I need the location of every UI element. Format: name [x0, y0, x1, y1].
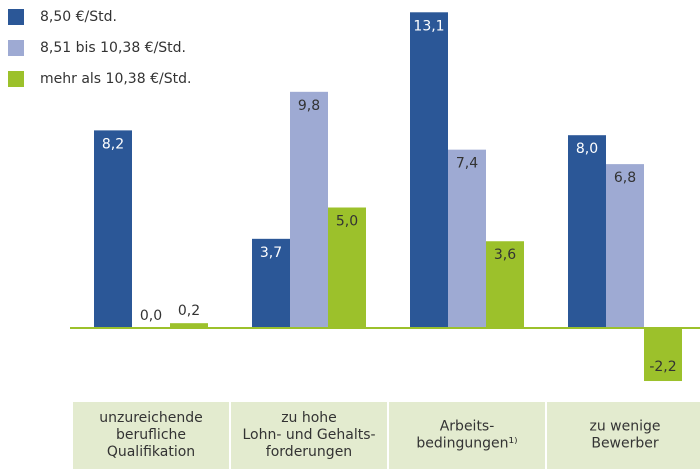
- legend-label: 8,50 €/Std.: [40, 9, 117, 25]
- legend-swatch: [8, 71, 24, 87]
- category-box: [547, 402, 700, 469]
- bar: [94, 130, 132, 328]
- bar: [644, 328, 682, 382]
- category-box: [73, 402, 229, 469]
- bar: [606, 164, 644, 328]
- bar: [486, 241, 524, 328]
- category-box: [389, 402, 545, 469]
- legend-label: mehr als 10,38 €/Std.: [40, 71, 191, 87]
- bar: [290, 91, 328, 328]
- legend-label: 8,51 bis 10,38 €/Std.: [40, 40, 186, 56]
- value-label: 3,7: [260, 245, 282, 261]
- bar: [170, 323, 208, 328]
- bar: [568, 135, 606, 328]
- value-label: -2,2: [649, 359, 676, 375]
- bar: [252, 238, 290, 328]
- value-label: 0,2: [178, 303, 200, 319]
- value-label: 6,8: [614, 170, 636, 186]
- value-label: 8,0: [576, 141, 598, 157]
- value-label: 8,2: [102, 136, 124, 152]
- bar: [328, 207, 366, 328]
- value-label: 9,8: [298, 98, 320, 114]
- value-label: 7,4: [456, 156, 478, 172]
- x-tick-label: unzureichende berufliche Qualifikation: [99, 410, 202, 460]
- category-box: [231, 402, 387, 469]
- legend-swatch: [8, 9, 24, 25]
- value-label: 0,0: [140, 308, 162, 324]
- bar: [410, 12, 448, 328]
- value-label: 13,1: [413, 18, 444, 34]
- value-label: 3,6: [494, 247, 516, 263]
- value-label: 5,0: [336, 214, 358, 230]
- x-tick-label: zu hohe Lohn- und Gehalts-forderungen: [242, 410, 375, 460]
- legend-swatch: [8, 40, 24, 56]
- x-tick-label: zu wenige Bewerber: [590, 419, 661, 452]
- x-tick-label: Arbeits-bedingungen¹⁾: [416, 419, 517, 452]
- bar: [448, 149, 486, 328]
